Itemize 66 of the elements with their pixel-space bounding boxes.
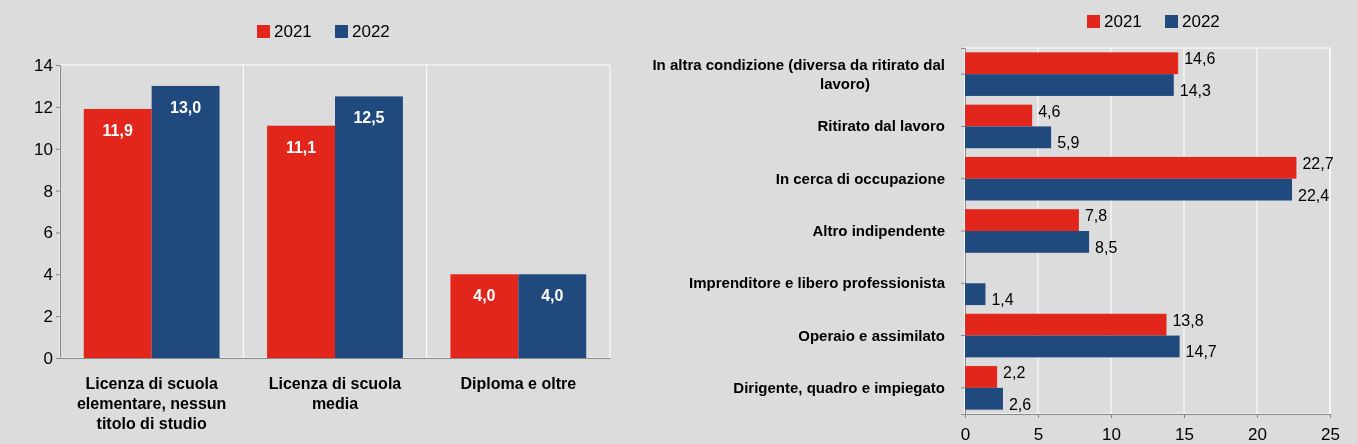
y-tick-label: Operaio e assimilato: [798, 326, 945, 344]
bar: [965, 283, 986, 306]
bar: [965, 335, 1180, 358]
x-tick-label: 25: [1321, 424, 1340, 444]
y-tick-label: 2: [43, 307, 53, 327]
bar: [965, 126, 1052, 149]
data-label: 13,8: [1172, 311, 1204, 329]
bar: [335, 96, 403, 358]
data-label: 4,0: [541, 287, 564, 305]
y-tick-label: 4: [43, 265, 53, 285]
data-label: 11,9: [102, 121, 133, 139]
y-tick-label: Ritirato dal lavoro: [817, 117, 945, 135]
data-label: 2,2: [1003, 363, 1026, 381]
x-tick-label: 10: [1102, 424, 1121, 444]
bar: [450, 274, 519, 358]
data-label: 22,4: [1298, 186, 1330, 204]
data-label: 4,6: [1038, 102, 1061, 120]
bar: [965, 313, 1167, 336]
bar: [518, 274, 587, 358]
data-label: 12,5: [353, 109, 385, 127]
x-tick-label: Licenza di scuola media: [268, 375, 402, 412]
bar: [965, 156, 1297, 179]
x-tick-label: Diploma e oltre: [460, 375, 577, 392]
data-label: 8,5: [1095, 238, 1118, 256]
bar: [965, 387, 1003, 410]
data-label: 22,7: [1302, 154, 1334, 172]
x-tick-label: 15: [1175, 424, 1194, 444]
bar: [965, 178, 1293, 201]
x-tick-label: 20: [1248, 424, 1267, 444]
data-label: 7,8: [1084, 207, 1108, 225]
x-tick-label: 5: [1033, 424, 1044, 444]
y-tick-label: In altra condizione (diversa da ritirato dal lavoro): [652, 55, 945, 92]
data-label: 14,7: [1185, 343, 1217, 361]
y-tick-label: Dirigente, quadro e impiegato: [733, 378, 945, 396]
y-tick-label: Altro indipendente: [812, 222, 945, 239]
bar: [267, 125, 335, 358]
bar: [965, 231, 1090, 253]
bar: [965, 366, 998, 388]
y-tick-label: 14: [34, 55, 53, 75]
bar: [965, 52, 1179, 75]
x-tick-label: 0: [960, 424, 971, 444]
y-tick-label: In cerca di occupazione: [775, 169, 945, 187]
bar: [965, 209, 1079, 231]
y-tick-label: 12: [34, 97, 53, 117]
legend-label: 2021: [274, 22, 312, 41]
legend-label: 2022: [1182, 12, 1220, 31]
bar: [83, 108, 152, 358]
x-tick-label: Licenza di scuola elementare, nessun titolo di studio: [76, 375, 227, 432]
data-label: 14,6: [1184, 50, 1216, 68]
data-label: 11,1: [285, 138, 317, 156]
data-label: 14,3: [1179, 82, 1212, 100]
y-tick-label: 8: [43, 181, 53, 201]
data-label: 2,6: [1008, 395, 1032, 413]
data-label: 13,0: [170, 98, 202, 116]
y-tick-label: 6: [43, 223, 53, 243]
y-tick-label: 10: [34, 139, 53, 159]
data-label: 4,0: [473, 287, 496, 305]
y-tick-label: Imprenditore e libero professionista: [689, 274, 946, 292]
legend-label: 2021: [1104, 12, 1142, 31]
y-tick-label: 0: [43, 348, 53, 368]
bar: [965, 74, 1174, 96]
legend-label: 2022: [352, 22, 390, 41]
bar: [151, 85, 220, 358]
data-label: 1,4: [991, 291, 1014, 309]
bar: [965, 104, 1033, 127]
data-label: 5,9: [1057, 134, 1080, 152]
